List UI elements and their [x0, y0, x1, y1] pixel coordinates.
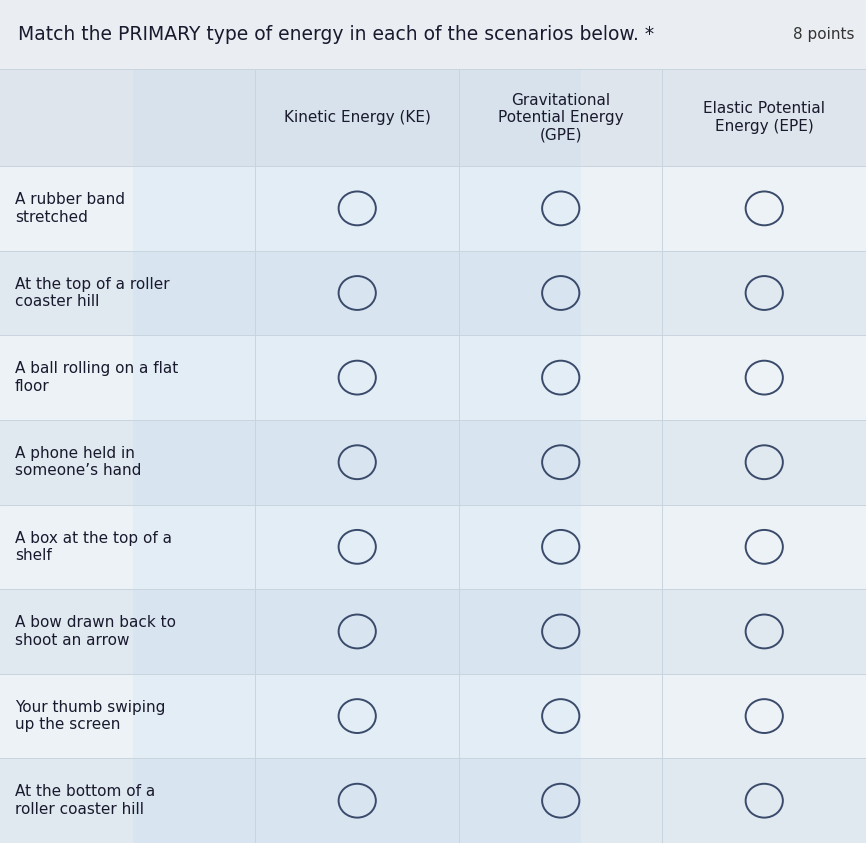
Bar: [133, 69, 581, 843]
Bar: [0, 674, 866, 759]
Text: A rubber band
stretched: A rubber band stretched: [15, 192, 125, 224]
Text: A bow drawn back to
shoot an arrow: A bow drawn back to shoot an arrow: [15, 615, 176, 647]
Text: Kinetic Energy (KE): Kinetic Energy (KE): [284, 110, 430, 125]
Text: At the bottom of a
roller coaster hill: At the bottom of a roller coaster hill: [15, 785, 155, 817]
Bar: [0, 336, 866, 420]
Text: A box at the top of a
shelf: A box at the top of a shelf: [15, 530, 172, 563]
Text: Elastic Potential
Energy (EPE): Elastic Potential Energy (EPE): [703, 101, 825, 134]
Text: Your thumb swiping
up the screen: Your thumb swiping up the screen: [15, 700, 165, 733]
Bar: [0, 589, 866, 674]
Bar: [0, 0, 866, 69]
Bar: [0, 69, 866, 166]
Text: A phone held in
someone’s hand: A phone held in someone’s hand: [15, 446, 141, 479]
Bar: [0, 759, 866, 843]
Bar: [0, 166, 866, 250]
Bar: [0, 250, 866, 336]
Text: A ball rolling on a flat
floor: A ball rolling on a flat floor: [15, 362, 178, 394]
Text: At the top of a roller
coaster hill: At the top of a roller coaster hill: [15, 277, 170, 309]
Bar: [0, 420, 866, 504]
Text: Gravitational
Potential Energy
(GPE): Gravitational Potential Energy (GPE): [498, 93, 624, 142]
Text: Match the PRIMARY type of energy in each of the scenarios below. *: Match the PRIMARY type of energy in each…: [18, 25, 654, 44]
Text: 8 points: 8 points: [792, 27, 854, 42]
Bar: [0, 504, 866, 589]
